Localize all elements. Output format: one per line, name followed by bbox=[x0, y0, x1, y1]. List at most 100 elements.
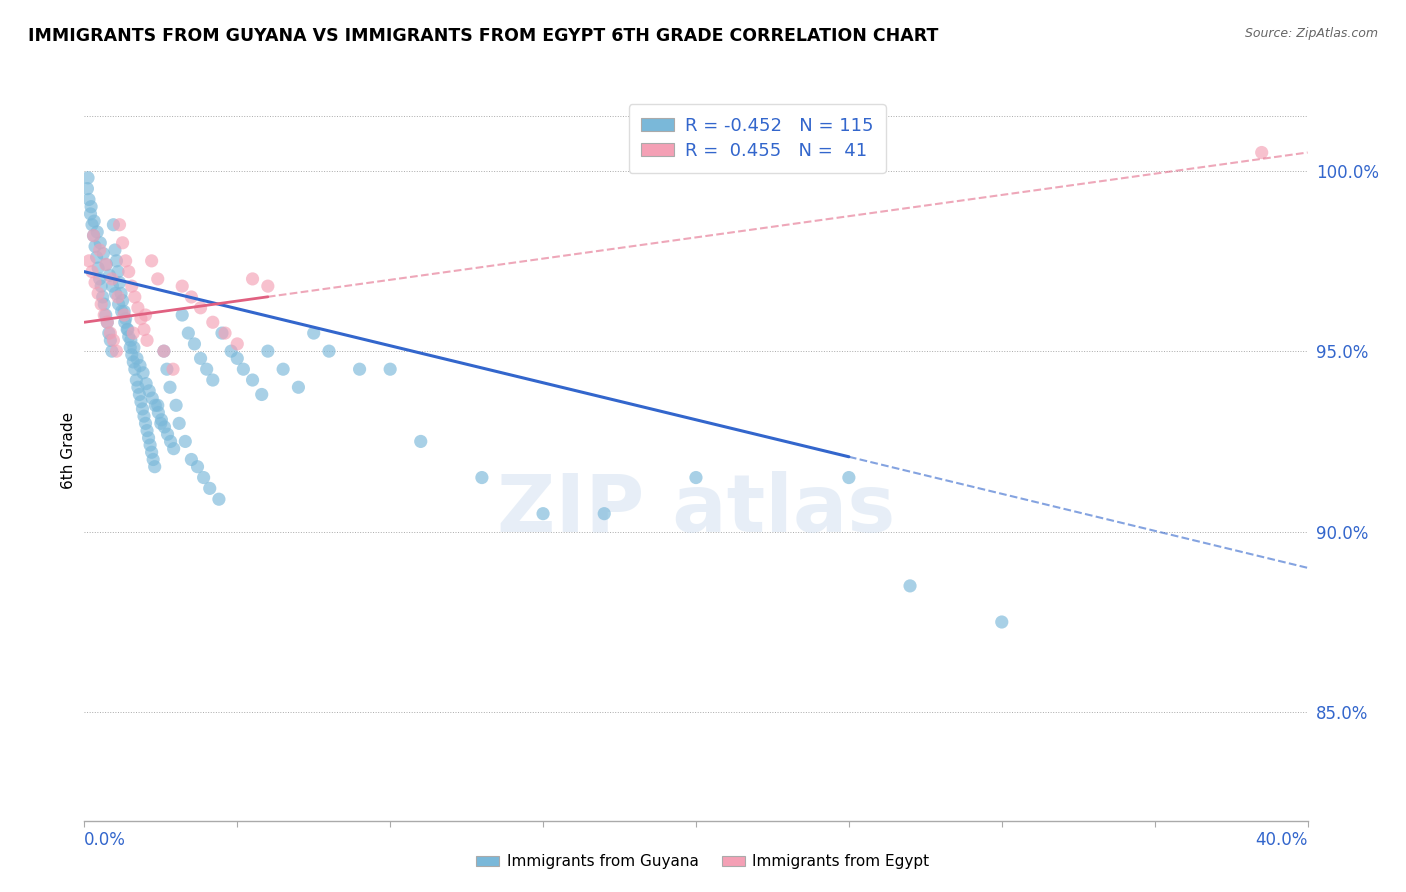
Point bbox=[96, 315, 118, 329]
Point bbox=[105, 344, 128, 359]
Point bbox=[97, 326, 120, 340]
Point bbox=[83, 228, 105, 243]
Point bbox=[201, 373, 224, 387]
Point bbox=[89, 235, 111, 250]
Point bbox=[111, 235, 134, 250]
Point bbox=[250, 387, 273, 401]
Point bbox=[120, 334, 142, 348]
Point bbox=[90, 279, 112, 293]
Text: Source: ZipAtlas.com: Source: ZipAtlas.com bbox=[1244, 27, 1378, 40]
Point bbox=[93, 297, 115, 311]
Point bbox=[87, 286, 110, 301]
Point bbox=[143, 398, 166, 412]
Point bbox=[186, 459, 208, 474]
Point bbox=[94, 257, 117, 271]
Point bbox=[91, 246, 114, 260]
Point bbox=[141, 391, 163, 405]
Point bbox=[121, 348, 143, 362]
Point bbox=[593, 507, 616, 521]
Point bbox=[96, 315, 118, 329]
Point bbox=[132, 322, 155, 336]
Point bbox=[107, 297, 129, 311]
Point bbox=[409, 434, 432, 449]
Point bbox=[838, 470, 860, 484]
Point bbox=[219, 344, 242, 359]
Point bbox=[101, 344, 124, 359]
Point bbox=[190, 351, 212, 366]
Point bbox=[156, 362, 179, 376]
Point bbox=[232, 362, 254, 376]
Point bbox=[1250, 145, 1272, 160]
Point bbox=[287, 380, 309, 394]
Point bbox=[98, 334, 121, 348]
Point bbox=[77, 170, 100, 185]
Point bbox=[94, 308, 117, 322]
Text: ZIP atlas: ZIP atlas bbox=[496, 471, 896, 549]
Point bbox=[125, 351, 148, 366]
Point bbox=[122, 355, 145, 369]
Point bbox=[138, 384, 160, 398]
Point bbox=[302, 326, 325, 340]
Point bbox=[257, 344, 280, 359]
Text: 0.0%: 0.0% bbox=[84, 831, 127, 849]
Point bbox=[80, 218, 103, 232]
Point bbox=[150, 413, 173, 427]
Point bbox=[129, 359, 152, 373]
Point bbox=[211, 326, 233, 340]
Text: IMMIGRANTS FROM GUYANA VS IMMIGRANTS FROM EGYPT 6TH GRADE CORRELATION CHART: IMMIGRANTS FROM GUYANA VS IMMIGRANTS FRO… bbox=[28, 27, 938, 45]
Point bbox=[146, 272, 169, 286]
Point bbox=[141, 445, 163, 459]
Point bbox=[318, 344, 340, 359]
Point bbox=[165, 398, 187, 412]
Point bbox=[153, 344, 176, 359]
Point bbox=[98, 326, 121, 340]
Point bbox=[153, 420, 176, 434]
Point bbox=[163, 442, 186, 456]
Point bbox=[167, 417, 190, 431]
Point bbox=[129, 311, 152, 326]
Point bbox=[111, 304, 134, 318]
Point bbox=[90, 297, 112, 311]
Point bbox=[114, 315, 136, 329]
Point bbox=[156, 427, 179, 442]
Point bbox=[118, 265, 141, 279]
Point bbox=[118, 329, 141, 343]
Point bbox=[132, 409, 155, 424]
Point bbox=[124, 290, 146, 304]
Point bbox=[183, 337, 205, 351]
Point bbox=[89, 272, 111, 286]
Point bbox=[214, 326, 236, 340]
Point bbox=[198, 482, 221, 496]
Point bbox=[83, 214, 105, 228]
Legend: Immigrants from Guyana, Immigrants from Egypt: Immigrants from Guyana, Immigrants from … bbox=[471, 848, 935, 875]
Point bbox=[242, 272, 264, 286]
Point bbox=[131, 401, 153, 416]
Point bbox=[146, 398, 169, 412]
Point bbox=[135, 417, 157, 431]
Point bbox=[136, 334, 159, 348]
Point bbox=[132, 366, 155, 380]
Point bbox=[271, 362, 294, 376]
Point bbox=[79, 207, 101, 221]
Point bbox=[87, 261, 110, 276]
Point bbox=[226, 337, 249, 351]
Point bbox=[257, 279, 280, 293]
Point bbox=[84, 239, 107, 253]
Point bbox=[180, 452, 202, 467]
Point bbox=[86, 225, 108, 239]
Point bbox=[127, 380, 149, 394]
Point bbox=[162, 362, 184, 376]
Point bbox=[135, 308, 157, 322]
Point bbox=[91, 290, 114, 304]
Point bbox=[80, 265, 103, 279]
Point bbox=[98, 268, 121, 283]
Point bbox=[108, 276, 131, 290]
Point bbox=[193, 470, 215, 484]
Point bbox=[122, 326, 145, 340]
Point bbox=[121, 279, 143, 293]
Point bbox=[172, 308, 194, 322]
Point bbox=[141, 253, 163, 268]
Point bbox=[129, 394, 152, 409]
Point bbox=[208, 492, 231, 507]
Point bbox=[108, 218, 131, 232]
